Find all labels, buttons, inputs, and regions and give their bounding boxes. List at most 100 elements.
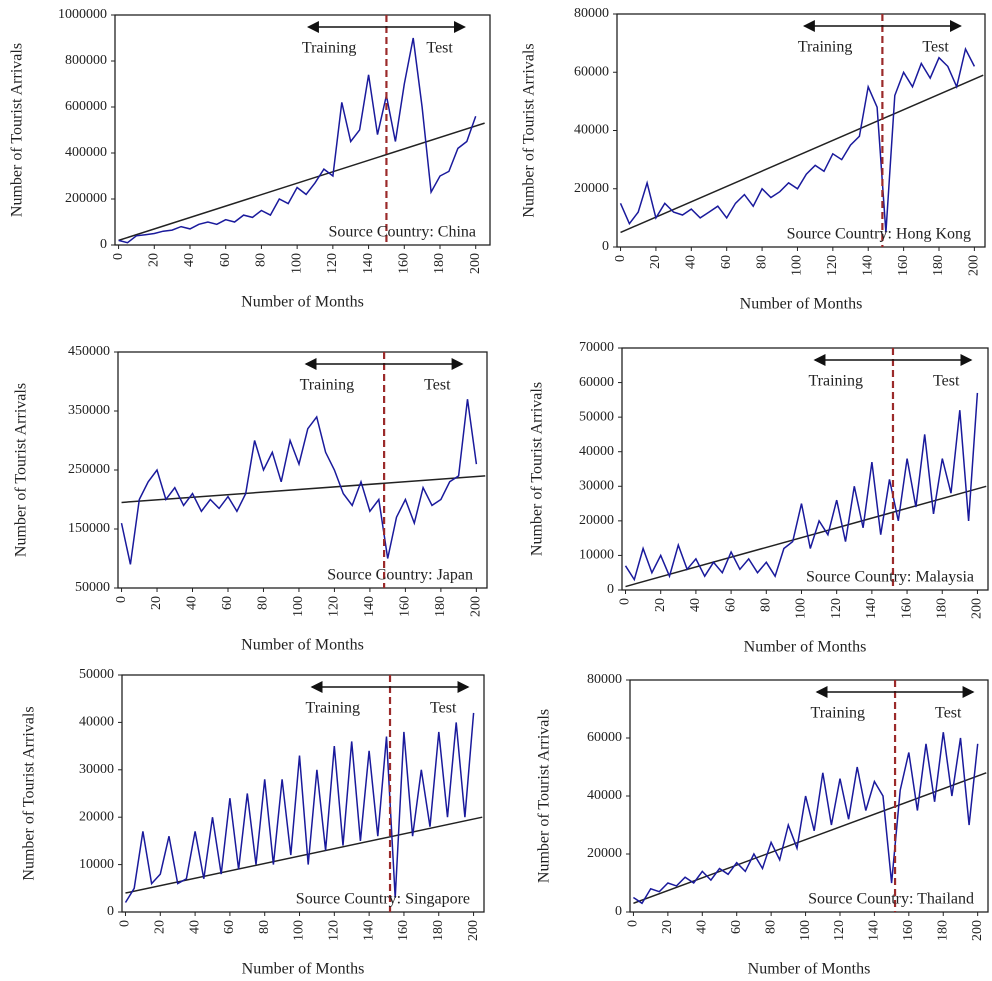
y-tick-label: 450000 <box>68 344 110 359</box>
x-tick-label: 160 <box>398 596 413 617</box>
x-tick-label: 120 <box>825 255 840 276</box>
y-tick-label: 0 <box>107 904 114 919</box>
plot-frame <box>114 14 491 246</box>
x-tick-label: 140 <box>362 596 377 617</box>
source-annotation: Source Country: China <box>328 224 476 241</box>
y-axis-label: Number of Tourist Arrivals <box>21 706 38 880</box>
x-tick-label: 140 <box>361 253 376 274</box>
y-tick-label: 0 <box>100 237 107 252</box>
x-tick-label: 160 <box>901 920 916 941</box>
y-axis-label: Number of Tourist Arrivals <box>521 43 538 217</box>
x-tick-label: 20 <box>653 598 668 612</box>
x-tick-label: 60 <box>729 920 744 934</box>
trend-line <box>625 485 987 588</box>
test-label: Test <box>922 39 949 56</box>
x-tick-label: 0 <box>618 598 633 605</box>
y-axis-label: Number of Tourist Arrivals <box>529 382 546 556</box>
training-label: Training <box>300 377 355 394</box>
trend-line <box>121 475 486 504</box>
x-tick-label: 120 <box>325 253 340 274</box>
x-tick-label: 20 <box>149 596 164 610</box>
y-tick-label: 60000 <box>574 64 609 79</box>
x-tick-label: 60 <box>719 255 734 269</box>
y-tick-label: 30000 <box>579 479 614 494</box>
plot-frame <box>621 347 989 591</box>
x-tick-label: 160 <box>899 598 914 619</box>
x-tick-label: 0 <box>111 253 126 260</box>
x-tick-label: 40 <box>684 255 699 269</box>
y-tick-label: 800000 <box>65 53 107 68</box>
x-tick-label: 120 <box>327 596 342 617</box>
trend-line <box>118 122 485 242</box>
x-tick-label: 80 <box>256 596 271 610</box>
x-tick-label: 200 <box>469 596 484 617</box>
x-tick-label: 140 <box>860 255 875 276</box>
x-tick-label: 200 <box>468 253 483 274</box>
x-tick-label: 80 <box>754 255 769 269</box>
x-tick-label: 160 <box>397 253 412 274</box>
x-tick-label: 0 <box>613 255 628 262</box>
x-tick-label: 200 <box>970 598 985 619</box>
x-tick-label: 0 <box>118 920 133 927</box>
x-tick-label: 180 <box>934 598 949 619</box>
chart-panel: 0 10000 20000 30000 40000 50000 60000 70000 0 20 4… <box>529 340 989 656</box>
x-tick-label: 200 <box>466 920 481 941</box>
x-tick-label: 40 <box>187 920 202 934</box>
x-tick-label: 60 <box>723 598 738 612</box>
x-tick-label: 40 <box>688 598 703 612</box>
y-tick-label: 0 <box>615 904 622 919</box>
x-tick-label: 80 <box>254 253 269 267</box>
y-tick-label: 0 <box>607 582 614 597</box>
x-tick-label: 100 <box>292 920 307 941</box>
x-tick-label: 100 <box>289 253 304 274</box>
test-label: Test <box>935 705 962 722</box>
y-axis-label: Number of Tourist Arrivals <box>536 709 553 883</box>
x-tick-label: 120 <box>832 920 847 941</box>
x-tick-label: 180 <box>931 255 946 276</box>
x-tick-label: 100 <box>794 598 809 619</box>
x-axis-label: Number of Months <box>744 639 867 656</box>
x-tick-label: 180 <box>431 920 446 941</box>
x-tick-label: 140 <box>867 920 882 941</box>
x-tick-label: 0 <box>626 920 641 927</box>
y-tick-label: 80000 <box>587 672 622 687</box>
test-label: Test <box>933 373 960 390</box>
x-tick-label: 180 <box>432 253 447 274</box>
y-tick-label: 600000 <box>65 99 107 114</box>
x-tick-label: 100 <box>291 596 306 617</box>
chart-panel: 0 200000 400000 600000 800000 1000000 0 20 40 60 8… <box>9 7 491 311</box>
x-tick-label: 20 <box>648 255 663 269</box>
training-label: Training <box>302 40 357 57</box>
y-tick-label: 40000 <box>79 715 114 730</box>
y-tick-label: 1000000 <box>58 7 107 22</box>
x-tick-label: 40 <box>182 253 197 267</box>
data-line <box>632 732 979 905</box>
x-axis-label: Number of Months <box>242 961 365 978</box>
y-tick-label: 30000 <box>79 762 114 777</box>
y-tick-label: 20000 <box>579 513 614 528</box>
plot-frame <box>121 674 485 913</box>
x-tick-label: 80 <box>759 598 774 612</box>
y-tick-label: 70000 <box>579 340 614 355</box>
x-tick-label: 120 <box>829 598 844 619</box>
x-tick-label: 40 <box>695 920 710 934</box>
x-tick-label: 160 <box>896 255 911 276</box>
training-label: Training <box>808 373 863 390</box>
x-axis-label: Number of Months <box>740 296 863 313</box>
data-line <box>124 712 475 903</box>
source-annotation: Source Country: Hong Kong <box>787 226 971 243</box>
chart-panel: 0 10000 20000 30000 40000 50000 0 20 40 60 80 100 12… <box>21 667 485 978</box>
y-axis-label: Number of Tourist Arrivals <box>9 43 26 217</box>
y-tick-label: 50000 <box>75 580 110 595</box>
y-tick-label: 150000 <box>68 521 110 536</box>
y-tick-label: 10000 <box>79 857 114 872</box>
x-tick-label: 40 <box>185 596 200 610</box>
source-annotation: Source Country: Malaysia <box>806 569 974 586</box>
chart-panel: 0 20000 40000 60000 80000 0 20 40 60 80 100 120 140 1… <box>536 672 989 978</box>
y-tick-label: 0 <box>602 239 609 254</box>
test-label: Test <box>424 377 451 394</box>
source-annotation: Source Country: Singapore <box>296 891 470 908</box>
data-line <box>624 392 979 582</box>
training-label: Training <box>811 705 866 722</box>
